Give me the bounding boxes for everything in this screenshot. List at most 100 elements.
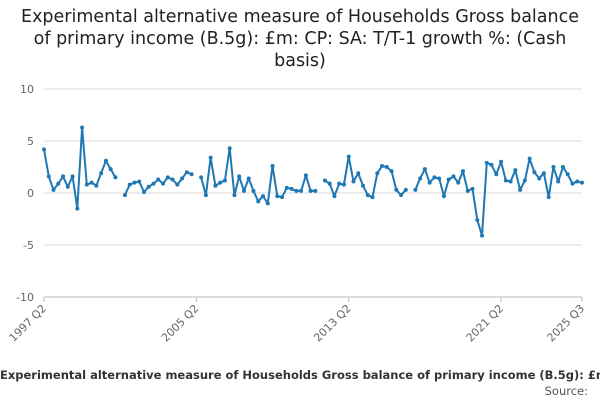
- data-point: [222, 178, 227, 183]
- data-point: [537, 176, 542, 181]
- data-point: [575, 179, 580, 184]
- data-point: [480, 233, 485, 238]
- data-point: [541, 171, 546, 176]
- data-point: [46, 174, 51, 179]
- data-point: [403, 187, 408, 192]
- data-point: [556, 179, 561, 184]
- data-point: [170, 177, 175, 182]
- data-point: [127, 182, 132, 187]
- data-point: [465, 188, 470, 193]
- data-point: [341, 182, 346, 187]
- data-point: [580, 180, 584, 185]
- data-point: [42, 147, 46, 152]
- data-point: [199, 175, 204, 180]
- y-tick-label: 0: [27, 187, 34, 200]
- data-point: [499, 159, 504, 164]
- data-point: [456, 180, 461, 185]
- data-point: [113, 175, 118, 180]
- data-point: [227, 146, 232, 151]
- x-tick-label: 1997 Q2: [7, 302, 50, 345]
- data-point: [246, 176, 251, 181]
- y-tick-label: -10: [16, 291, 34, 304]
- data-point: [489, 162, 494, 167]
- data-point: [565, 172, 570, 177]
- data-point: [137, 179, 142, 184]
- data-point: [146, 184, 151, 189]
- data-point: [437, 176, 442, 181]
- x-tick-label: 2021 Q2: [464, 302, 507, 345]
- data-point: [237, 174, 242, 179]
- data-point: [65, 184, 70, 189]
- data-point: [351, 179, 356, 184]
- data-point: [61, 174, 66, 179]
- data-point: [522, 178, 527, 183]
- data-point: [532, 170, 537, 175]
- series-line: [324, 155, 407, 199]
- data-point: [270, 163, 275, 168]
- data-point: [451, 174, 456, 179]
- data-point: [175, 182, 180, 187]
- data-point: [322, 178, 327, 183]
- data-point: [370, 195, 375, 200]
- data-point: [80, 125, 85, 130]
- data-point: [151, 181, 156, 186]
- data-point: [356, 171, 361, 176]
- data-point: [494, 172, 499, 177]
- data-point: [441, 194, 446, 199]
- data-point: [427, 180, 432, 185]
- data-point: [570, 181, 575, 186]
- data-point: [165, 175, 170, 180]
- data-point: [503, 178, 508, 183]
- data-point: [460, 169, 465, 174]
- data-point: [294, 188, 299, 193]
- data-point: [422, 167, 427, 172]
- data-point: [161, 181, 166, 186]
- y-tick-label: -5: [23, 239, 34, 252]
- data-point: [360, 183, 365, 188]
- data-point: [84, 182, 89, 187]
- y-tick-label: 10: [20, 83, 34, 96]
- data-point: [89, 180, 94, 185]
- data-point: [70, 174, 75, 179]
- data-point: [203, 193, 208, 198]
- data-point: [470, 186, 475, 191]
- chart-title: Experimental alternative measure of Hous…: [21, 7, 579, 71]
- data-point: [365, 193, 370, 198]
- data-point: [551, 165, 556, 169]
- data-point: [346, 154, 351, 159]
- data-point: [99, 171, 104, 176]
- data-point: [546, 195, 551, 200]
- footer-source: Source:: [544, 384, 588, 398]
- data-point: [218, 180, 223, 185]
- data-point: [446, 177, 451, 182]
- x-tick-label: 2005 Q2: [159, 302, 202, 345]
- data-point: [518, 187, 523, 192]
- data-point: [327, 181, 332, 186]
- x-tick-label: 2025 Q3: [545, 302, 588, 345]
- data-point: [265, 201, 270, 206]
- data-point: [208, 155, 213, 160]
- data-point: [156, 177, 161, 182]
- data-point: [513, 168, 518, 173]
- data-point: [56, 181, 61, 186]
- data-point: [299, 188, 304, 193]
- data-point: [418, 176, 423, 181]
- data-point: [122, 193, 127, 198]
- data-point: [256, 199, 261, 204]
- data-point: [189, 172, 194, 177]
- series-line: [200, 147, 316, 205]
- x-tick-label: 2013 Q2: [311, 302, 354, 345]
- data-point: [213, 183, 218, 188]
- data-point: [375, 171, 380, 176]
- data-point: [380, 163, 385, 168]
- data-point: [108, 167, 113, 172]
- data-point: [337, 181, 342, 186]
- data-point: [508, 179, 513, 184]
- data-point: [560, 165, 565, 169]
- data-point: [280, 195, 285, 200]
- data-point: [261, 194, 266, 199]
- data-point: [180, 176, 185, 181]
- data-point: [313, 188, 318, 193]
- data-point: [432, 175, 437, 180]
